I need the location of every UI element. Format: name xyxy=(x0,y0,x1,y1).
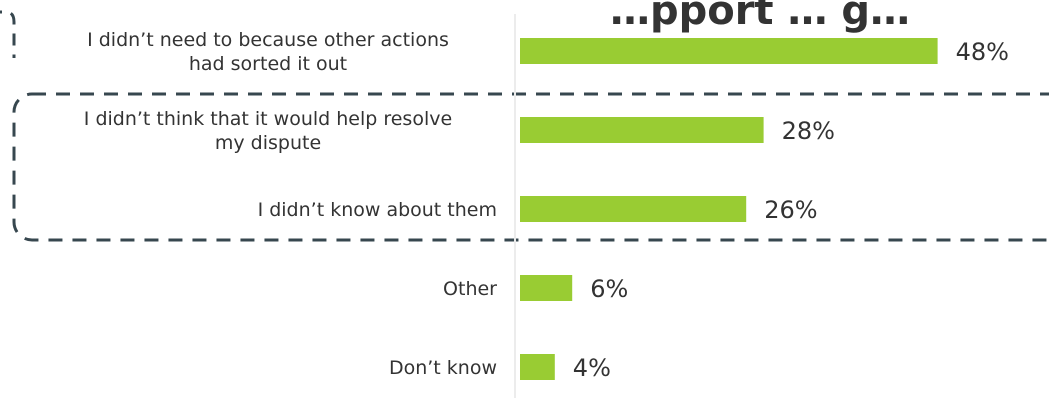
chart-title: …pport … g… xyxy=(610,0,910,34)
highlight-box-top-left xyxy=(0,10,16,58)
category-label-3: Other xyxy=(443,278,497,300)
category-label-0: I didn’t need to because other actions ha… xyxy=(87,29,449,75)
bar-2 xyxy=(520,196,747,222)
value-label-1: 28% xyxy=(782,117,835,145)
category-label-4: Don’t know xyxy=(389,357,497,379)
bar-0 xyxy=(520,38,938,64)
value-label-4: 4% xyxy=(573,354,611,382)
value-label-0: 48% xyxy=(956,38,1009,66)
bar-3 xyxy=(520,275,573,301)
bar-4 xyxy=(520,354,555,380)
value-label-3: 6% xyxy=(590,275,628,303)
value-label-2: 26% xyxy=(764,196,817,224)
category-label-1: I didn’t think that it would help resolv… xyxy=(84,108,452,154)
category-label-2: I didn’t know about them xyxy=(258,199,497,221)
bar-1 xyxy=(520,117,764,143)
highlight-group xyxy=(0,10,1049,242)
highlight-box xyxy=(12,92,1049,242)
